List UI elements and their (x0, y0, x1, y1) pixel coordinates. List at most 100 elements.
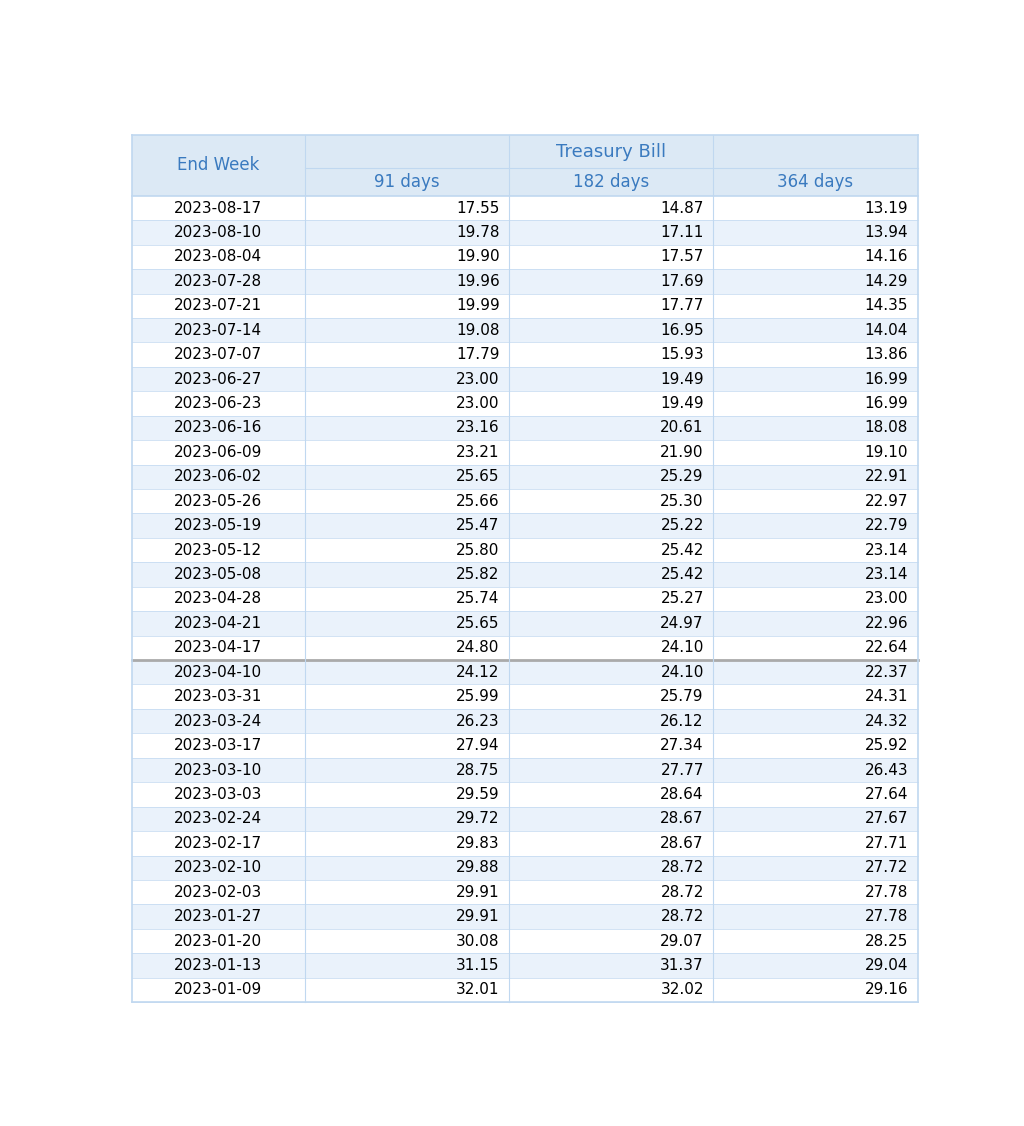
Text: 2023-01-09: 2023-01-09 (174, 982, 262, 998)
Text: 2023-06-27: 2023-06-27 (174, 372, 262, 386)
Text: 24.80: 24.80 (456, 641, 500, 655)
Text: 27.34: 27.34 (660, 738, 703, 753)
Text: 17.57: 17.57 (660, 249, 703, 265)
Bar (132, 977, 918, 1002)
Bar (132, 783, 918, 806)
Text: 2023-08-10: 2023-08-10 (174, 225, 262, 240)
Text: End Week: End Week (177, 157, 259, 175)
Text: 2023-05-19: 2023-05-19 (174, 518, 262, 534)
Text: 28.75: 28.75 (456, 762, 500, 778)
Bar (132, 513, 918, 538)
Bar (132, 465, 918, 489)
Bar (132, 196, 918, 221)
Bar (132, 415, 918, 440)
Text: 13.94: 13.94 (864, 225, 908, 240)
Bar (132, 367, 918, 392)
Text: 14.16: 14.16 (864, 249, 908, 265)
Text: 14.29: 14.29 (864, 274, 908, 289)
Text: 29.59: 29.59 (456, 787, 500, 802)
Text: 22.91: 22.91 (864, 470, 908, 484)
Bar (132, 660, 918, 685)
Text: 23.21: 23.21 (456, 445, 500, 459)
Text: 2023-03-31: 2023-03-31 (174, 689, 262, 704)
Text: 17.11: 17.11 (660, 225, 703, 240)
Text: 2023-08-17: 2023-08-17 (174, 200, 262, 215)
Text: 27.64: 27.64 (864, 787, 908, 802)
Text: 2023-03-24: 2023-03-24 (174, 714, 262, 729)
Text: 20.61: 20.61 (660, 420, 703, 436)
Text: 25.27: 25.27 (660, 591, 703, 607)
Text: 19.49: 19.49 (660, 372, 703, 386)
Text: 27.72: 27.72 (864, 860, 908, 875)
Text: 24.97: 24.97 (660, 616, 703, 631)
Bar (132, 489, 918, 513)
Bar (132, 758, 918, 783)
Bar (509, 168, 714, 196)
Text: 28.72: 28.72 (660, 909, 703, 924)
Text: 24.12: 24.12 (456, 664, 500, 680)
Text: 16.99: 16.99 (864, 396, 908, 411)
Text: 2023-01-13: 2023-01-13 (174, 958, 262, 973)
Text: 17.77: 17.77 (660, 298, 703, 313)
Text: 31.15: 31.15 (456, 958, 500, 973)
Text: 2023-07-21: 2023-07-21 (174, 298, 262, 313)
Text: 25.29: 25.29 (660, 470, 703, 484)
Text: 25.99: 25.99 (456, 689, 500, 704)
Text: 23.00: 23.00 (456, 372, 500, 386)
Text: 2023-05-08: 2023-05-08 (174, 568, 262, 582)
Bar (132, 733, 918, 758)
Text: 2023-04-21: 2023-04-21 (174, 616, 262, 631)
Text: 28.25: 28.25 (864, 933, 908, 948)
Text: 27.94: 27.94 (456, 738, 500, 753)
Bar (132, 294, 918, 318)
Bar (132, 562, 918, 587)
Text: 2023-04-17: 2023-04-17 (174, 641, 262, 655)
Bar (305, 135, 918, 168)
Bar (305, 168, 509, 196)
Text: 2023-05-26: 2023-05-26 (174, 493, 262, 509)
Text: 27.71: 27.71 (864, 835, 908, 851)
Text: 28.64: 28.64 (660, 787, 703, 802)
Text: 2023-05-12: 2023-05-12 (174, 543, 262, 557)
Text: 2023-07-14: 2023-07-14 (174, 323, 262, 338)
Bar (132, 244, 918, 269)
Text: 2023-06-16: 2023-06-16 (174, 420, 262, 436)
Text: 29.07: 29.07 (660, 933, 703, 948)
Text: 2023-02-17: 2023-02-17 (174, 835, 262, 851)
Text: 23.14: 23.14 (864, 568, 908, 582)
Bar (132, 881, 918, 904)
Text: 182 days: 182 days (573, 173, 649, 191)
Text: 2023-03-03: 2023-03-03 (174, 787, 262, 802)
Text: 25.47: 25.47 (456, 518, 500, 534)
Text: 22.64: 22.64 (864, 641, 908, 655)
Text: 2023-06-02: 2023-06-02 (174, 470, 262, 484)
Text: 13.19: 13.19 (864, 200, 908, 215)
Text: 25.80: 25.80 (456, 543, 500, 557)
Text: 23.00: 23.00 (864, 591, 908, 607)
Text: 2023-02-24: 2023-02-24 (174, 812, 262, 826)
Text: 2023-01-20: 2023-01-20 (174, 933, 262, 948)
Bar (132, 587, 918, 611)
Text: 2023-04-28: 2023-04-28 (174, 591, 262, 607)
Text: 2023-04-10: 2023-04-10 (174, 664, 262, 680)
Text: 25.65: 25.65 (456, 616, 500, 631)
Text: 28.67: 28.67 (660, 812, 703, 826)
Text: 19.96: 19.96 (456, 274, 500, 289)
Text: 26.23: 26.23 (456, 714, 500, 729)
Bar (132, 269, 918, 294)
Text: 26.43: 26.43 (864, 762, 908, 778)
Text: 2023-02-03: 2023-02-03 (174, 885, 262, 900)
Text: 2023-03-17: 2023-03-17 (174, 738, 262, 753)
Bar (132, 635, 918, 660)
Text: 28.67: 28.67 (660, 835, 703, 851)
Bar (132, 538, 918, 562)
Text: 14.35: 14.35 (864, 298, 908, 313)
Text: 16.95: 16.95 (660, 323, 703, 338)
Text: 25.74: 25.74 (456, 591, 500, 607)
Text: 24.10: 24.10 (660, 641, 703, 655)
Bar (132, 904, 918, 929)
Text: 19.08: 19.08 (456, 323, 500, 338)
Bar (132, 221, 918, 244)
Text: 22.97: 22.97 (864, 493, 908, 509)
Text: 17.79: 17.79 (456, 347, 500, 363)
